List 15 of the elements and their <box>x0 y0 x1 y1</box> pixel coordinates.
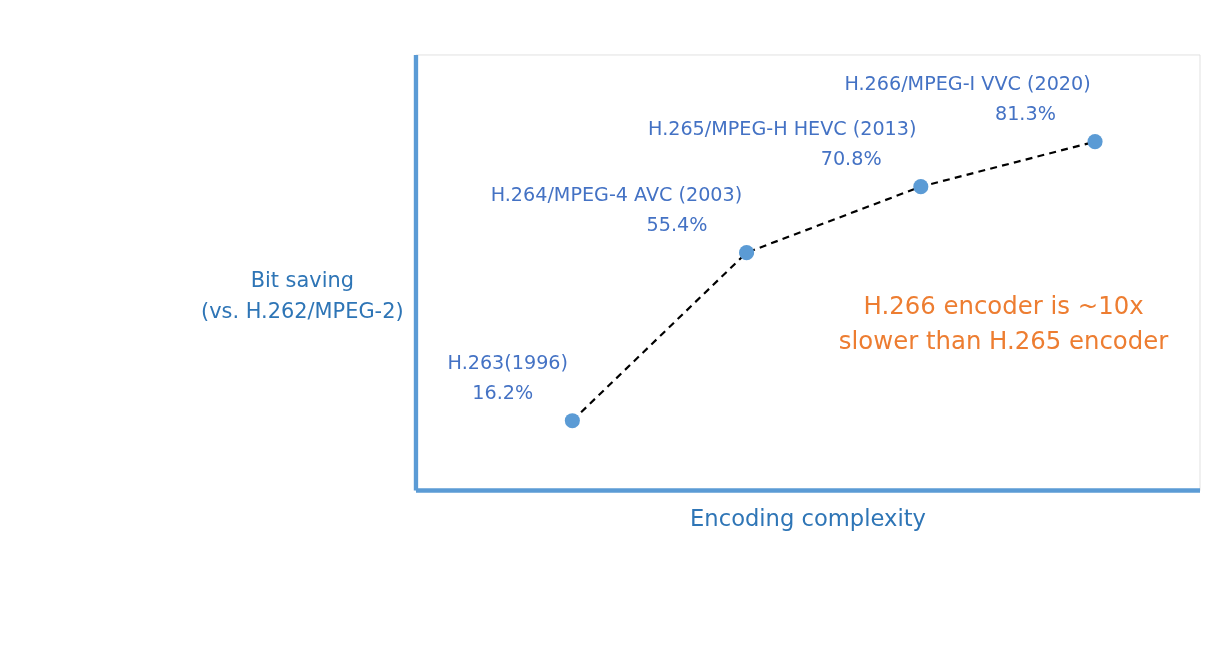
point <box>739 245 755 261</box>
text: H.266/MPEG-I VVC (2020) <box>844 72 1091 96</box>
text: H.265/MPEG-H HEVC (2013) <box>648 117 917 141</box>
data-label: 70.8% <box>820 146 882 170</box>
data-label: 16.2% <box>472 380 534 404</box>
y-axis-title: Bit saving (vs. H.262/MPEG-2) <box>201 268 404 324</box>
data-label: 55.4% <box>646 212 708 236</box>
annotation: H.264/MPEG-4 AVC (2003) <box>490 183 743 207</box>
point <box>564 413 580 429</box>
point <box>913 179 929 195</box>
point <box>1087 134 1103 150</box>
annotation: H.263(1996) <box>447 351 568 375</box>
data-label: 81.3% <box>994 101 1056 125</box>
annotation: H.266 encoder is ~10x slower than H.265 encoder <box>838 291 1170 355</box>
x-axis-title: Encoding complexity <box>690 505 926 532</box>
